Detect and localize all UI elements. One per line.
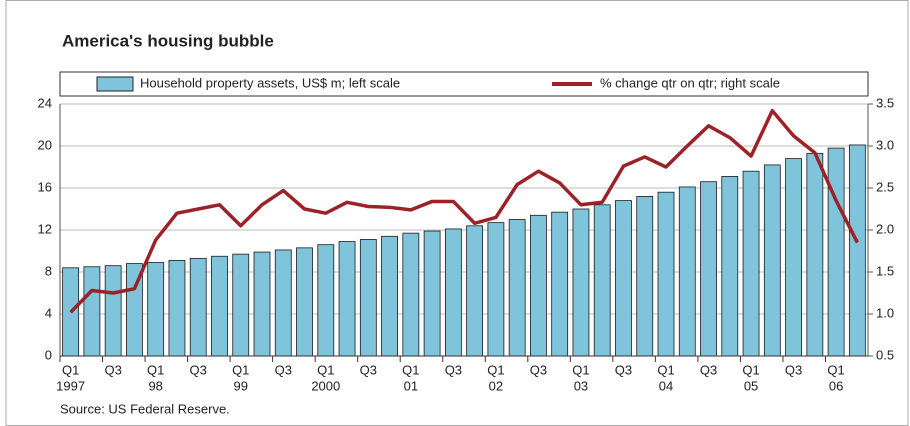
x-tick-label: Q1 — [572, 362, 589, 377]
bar — [189, 257, 207, 357]
x-year-label: 01 — [404, 378, 418, 393]
y2-tick-label: 3.0 — [876, 137, 894, 152]
bar — [253, 251, 271, 357]
bar — [487, 222, 505, 357]
bar — [274, 249, 292, 357]
bar — [572, 208, 590, 357]
bar — [827, 147, 845, 357]
x-year-label: 02 — [489, 378, 503, 393]
bar — [848, 144, 866, 357]
y-tick-label: 12 — [38, 221, 52, 236]
x-year-label: 04 — [659, 378, 673, 393]
bar — [530, 214, 547, 357]
x-tick-label: Q3 — [360, 362, 377, 377]
bar — [508, 219, 526, 357]
bar — [721, 176, 739, 357]
x-year-label: 06 — [829, 378, 843, 393]
x-year-label: 1997 — [56, 378, 85, 393]
x-tick-label: Q3 — [785, 362, 802, 377]
x-year-label: 05 — [744, 378, 758, 393]
legend-label: % change qtr on qtr; right scale — [600, 75, 780, 90]
bar — [338, 241, 356, 357]
y2-tick-label: 2.0 — [876, 221, 894, 236]
y2-tick-label: 1.0 — [876, 305, 894, 320]
x-tick-label: Q1 — [232, 362, 249, 377]
x-tick-label: Q1 — [147, 362, 164, 377]
bar — [211, 255, 228, 357]
bar — [593, 204, 611, 357]
x-tick-label: Q3 — [445, 362, 462, 377]
y-tick-label: 4 — [45, 305, 52, 320]
x-tick-label: Q3 — [615, 362, 632, 377]
bar — [296, 247, 313, 357]
y-tick-label: 16 — [38, 179, 52, 194]
legend-swatch — [96, 76, 134, 92]
legend-box — [59, 71, 869, 97]
x-tick-label: Q3 — [530, 362, 547, 377]
bar — [359, 239, 377, 357]
source: Source: US Federal Reserve. — [60, 401, 230, 416]
bar — [423, 230, 441, 357]
line — [69, 108, 859, 314]
bar — [104, 265, 122, 357]
x-year-label: 98 — [148, 378, 162, 393]
x-tick-label: Q3 — [104, 362, 121, 377]
bar — [551, 211, 569, 357]
bar — [678, 186, 696, 357]
x-tick-label: Q1 — [742, 362, 759, 377]
x-tick-label: Q1 — [62, 362, 79, 377]
bar — [83, 266, 101, 357]
y2-tick-label: 1.5 — [876, 263, 894, 278]
x-tick-label: Q1 — [657, 362, 674, 377]
y-tick-label: 0 — [45, 347, 52, 362]
x-tick-label: Q1 — [402, 362, 419, 377]
bar — [402, 232, 420, 357]
y2-tick-label: 0.5 — [876, 347, 894, 362]
bar — [657, 191, 675, 357]
x-tick-label: Q3 — [700, 362, 717, 377]
x-tick-label: Q1 — [827, 362, 844, 377]
chart-title: America's housing bubble — [62, 31, 274, 50]
bar — [444, 228, 462, 357]
x-year-label: 99 — [234, 378, 248, 393]
y-tick-label: 20 — [38, 137, 52, 152]
bar — [168, 260, 186, 357]
bar — [636, 195, 654, 357]
bar — [763, 164, 781, 357]
bar — [700, 181, 717, 357]
y-tick-label: 24 — [38, 95, 52, 110]
bar — [785, 158, 802, 357]
bar — [806, 152, 824, 357]
bar — [466, 225, 484, 357]
y2-tick-label: 2.5 — [876, 179, 894, 194]
bar — [317, 244, 335, 357]
y-tick-label: 8 — [45, 263, 52, 278]
bar — [615, 200, 632, 357]
legend-label: Household property assets, US$ m; left s… — [140, 75, 400, 90]
y2-tick-label: 3.5 — [876, 95, 894, 110]
bar — [381, 235, 398, 357]
x-tick-label: Q1 — [317, 362, 334, 377]
x-tick-label: Q3 — [190, 362, 207, 377]
x-tick-label: Q1 — [487, 362, 504, 377]
x-year-label: 2000 — [311, 378, 340, 393]
x-year-label: 03 — [574, 378, 588, 393]
bar — [147, 262, 165, 357]
bar — [742, 170, 760, 357]
bar — [232, 253, 250, 357]
x-tick-label: Q3 — [275, 362, 292, 377]
